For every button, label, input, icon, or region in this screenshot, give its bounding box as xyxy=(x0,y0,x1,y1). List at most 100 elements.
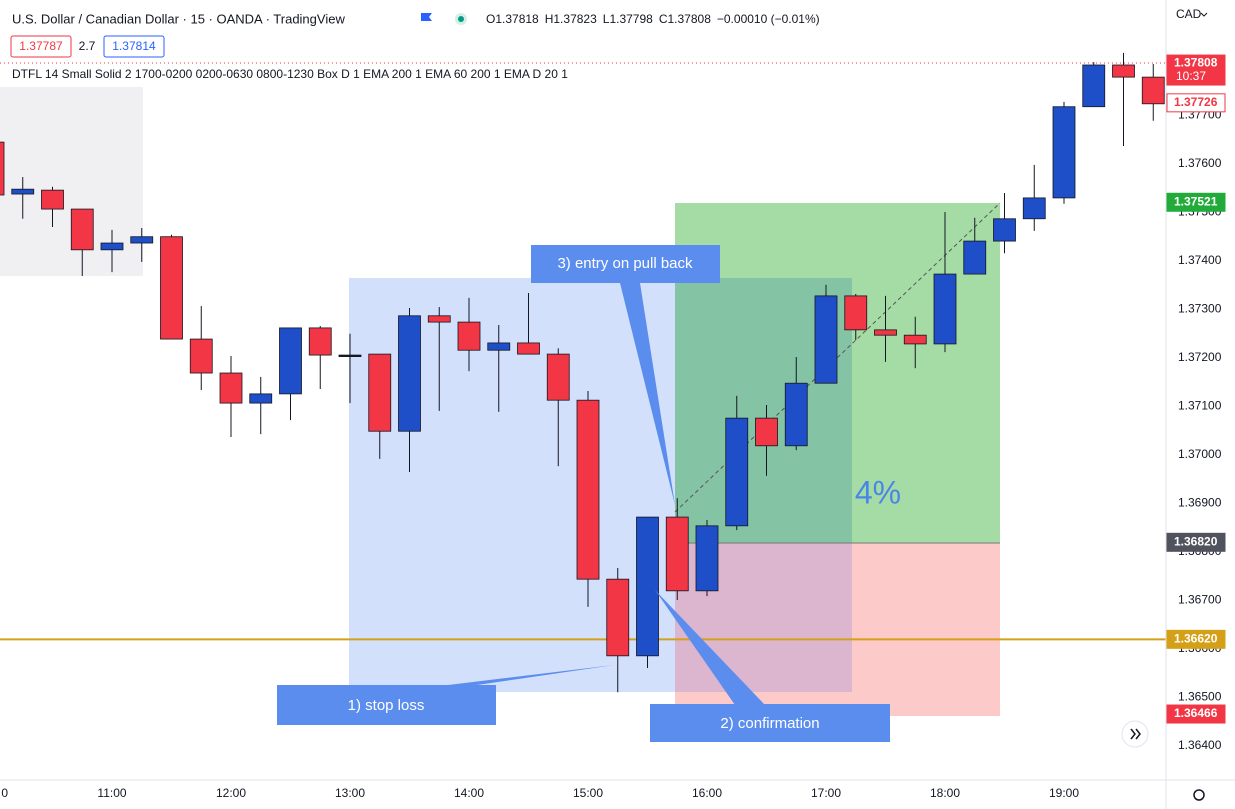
price-label: 1.36466 xyxy=(1174,706,1218,720)
currency: CAD xyxy=(1176,7,1202,21)
candle-body xyxy=(576,399,600,580)
symbol-title: U.S. Dollar / Canadian Dollar · 15 · OAN… xyxy=(12,11,345,26)
candle-body xyxy=(219,372,243,404)
x-tick-label: 12:00 xyxy=(216,786,246,800)
candle-body xyxy=(1082,64,1106,108)
spread: 2.7 xyxy=(79,39,96,53)
price-label-box xyxy=(1166,54,1226,86)
candle-body xyxy=(457,321,481,351)
candle-body xyxy=(279,327,302,395)
candle-body xyxy=(665,516,689,592)
y-tick-label: 1.36500 xyxy=(1178,690,1222,704)
callout-pointer xyxy=(440,665,614,686)
price-label-box xyxy=(1166,629,1226,649)
price-label-box xyxy=(1166,532,1226,552)
candle-body xyxy=(0,141,5,196)
x-tick-label: 0 xyxy=(1,786,8,800)
candle-body xyxy=(546,353,570,401)
ohlc-value: O1.37818 xyxy=(486,12,539,26)
price-label-box xyxy=(1166,704,1226,724)
candle-body xyxy=(100,242,124,251)
candle-body xyxy=(933,273,957,345)
candle-body xyxy=(725,417,749,527)
ohlc-value: L1.37798 xyxy=(603,12,653,26)
price-label: 1.37726 xyxy=(1174,95,1218,109)
candle-body xyxy=(130,236,154,244)
ohlc-value: H1.37823 xyxy=(545,12,597,26)
x-tick-label: 14:00 xyxy=(454,786,484,800)
dropdown-icon xyxy=(1200,12,1208,17)
drawings xyxy=(0,87,1001,716)
candle-body xyxy=(249,393,273,404)
candle-body xyxy=(487,342,511,351)
callout-box xyxy=(277,685,496,725)
x-tick-label: 19:00 xyxy=(1049,786,1079,800)
countdown: 10:37 xyxy=(1176,69,1206,83)
candle-body xyxy=(160,236,183,340)
callout-text: 3) entry on pull back xyxy=(557,255,693,272)
price-label: 1.36820 xyxy=(1174,534,1218,548)
x-tick-label: 11:00 xyxy=(97,786,126,800)
callout-text: 1) stop loss xyxy=(348,697,425,714)
callout-box xyxy=(531,245,720,283)
candle-body xyxy=(784,382,808,447)
candle-body xyxy=(308,327,332,356)
candle-body xyxy=(398,315,421,432)
ask-box xyxy=(103,35,165,58)
candles xyxy=(0,52,1166,693)
candle-body xyxy=(11,188,35,195)
y-tick-label: 1.37300 xyxy=(1178,302,1222,316)
candle-body xyxy=(1141,76,1165,105)
ohlc-value: C1.37808 xyxy=(659,12,711,26)
y-tick-label: 1.37600 xyxy=(1178,156,1222,170)
callout-text: 2) confirmation xyxy=(720,715,819,732)
candle-body xyxy=(70,208,94,251)
flag-icon xyxy=(421,13,432,21)
y-tick-label: 1.36400 xyxy=(1178,738,1222,752)
candle-body xyxy=(814,295,838,384)
y-tick-label: 1.36900 xyxy=(1178,496,1222,510)
ohlc-value: −0.00010 (−0.01%) xyxy=(717,12,820,26)
x-tick-label: 18:00 xyxy=(930,786,960,800)
y-tick-label: 1.36700 xyxy=(1178,593,1222,607)
candle-body xyxy=(606,578,630,657)
settings-icon[interactable] xyxy=(1193,789,1205,801)
x-tick-label: 17:00 xyxy=(811,786,841,800)
y-tick-label: 1.37000 xyxy=(1178,447,1222,461)
candle-body xyxy=(517,342,540,355)
x-tick-label: 13:00 xyxy=(335,786,365,800)
candle-body xyxy=(963,240,987,275)
callout-box xyxy=(650,704,890,742)
candle-body xyxy=(338,354,362,357)
candle-body xyxy=(844,295,868,331)
candle-body xyxy=(1022,197,1046,220)
candle-body xyxy=(1112,64,1135,78)
candle-body xyxy=(636,516,659,657)
price-label: 1.37808 xyxy=(1174,56,1218,70)
candle-body xyxy=(427,315,451,323)
price-label-box xyxy=(1166,93,1226,113)
y-tick-label: 1.37200 xyxy=(1178,350,1222,364)
candle-body xyxy=(368,353,392,432)
scroll-icon xyxy=(1130,728,1141,740)
y-tick-label: 1.37100 xyxy=(1178,399,1222,413)
candle-body xyxy=(755,417,778,447)
candle-body xyxy=(1052,106,1076,199)
callout-pointer xyxy=(655,590,765,705)
candle-body xyxy=(993,218,1016,242)
legend: U.S. Dollar / Canadian Dollar · 15 · OAN… xyxy=(10,11,820,81)
x-tick-label: 16:00 xyxy=(692,786,722,800)
x-tick-label: 15:00 xyxy=(573,786,603,800)
status-dot xyxy=(458,16,464,22)
trend-line xyxy=(674,202,1001,513)
candle-body xyxy=(41,189,64,210)
callout-pointer xyxy=(620,283,675,505)
candle-body xyxy=(695,525,719,592)
ohlc: O1.37818 H1.37823 L1.37798 C1.37808 −0.00010… xyxy=(486,12,820,26)
price-label: 1.37521 xyxy=(1174,194,1218,208)
ask: 1.37814 xyxy=(112,39,156,53)
candle-body xyxy=(189,338,213,374)
price-label-box xyxy=(1166,192,1226,212)
candle-body xyxy=(903,334,927,345)
